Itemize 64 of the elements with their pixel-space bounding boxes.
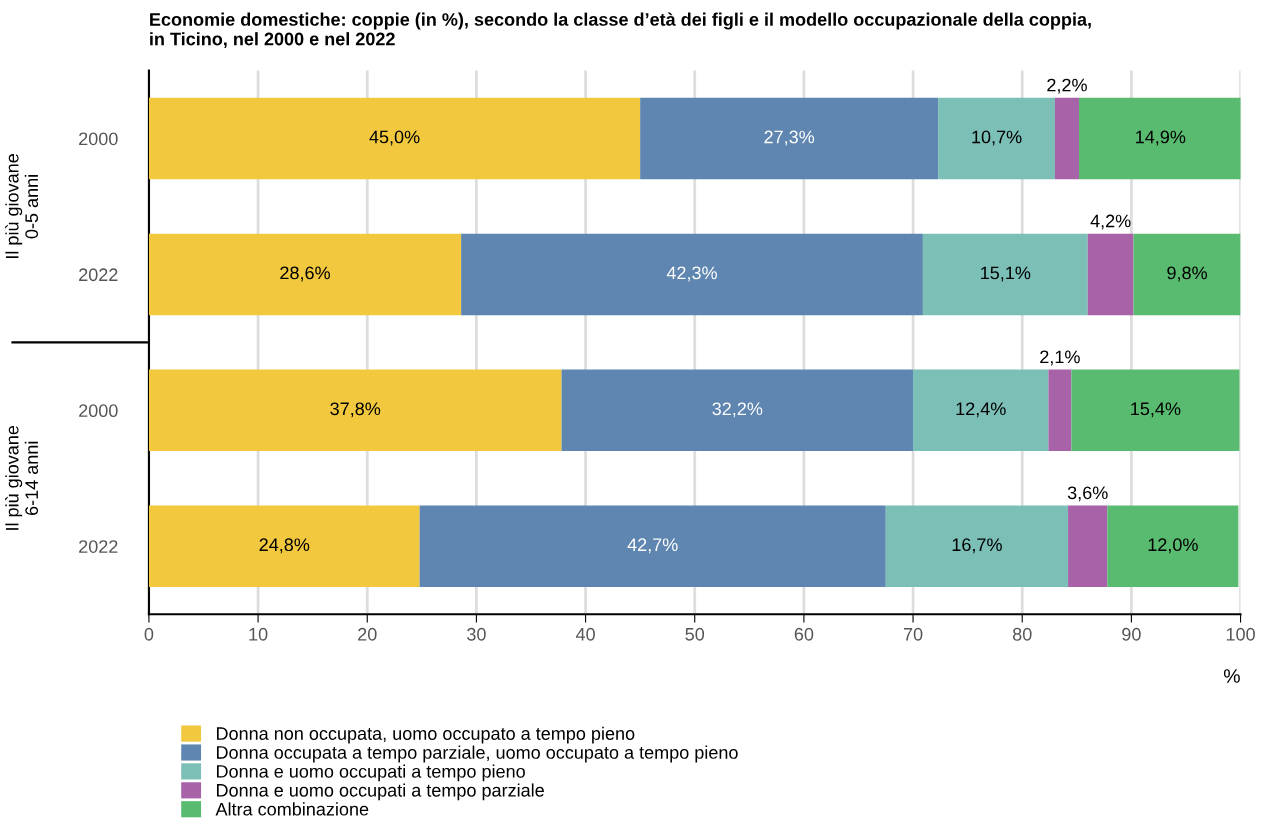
- data-label: 42,3%: [666, 266, 717, 282]
- x-tick-label: 90: [1122, 627, 1141, 641]
- data-label: 12,0%: [1148, 538, 1198, 554]
- text: Il più giovane 6-14 anni: [5, 425, 39, 530]
- bar: [561, 369, 914, 452]
- bar: [148, 505, 420, 588]
- x-tick-label: 30: [467, 627, 486, 641]
- x-tick-label: 50: [685, 627, 705, 641]
- data-label: 42,7%: [627, 538, 678, 554]
- x-tick-label: 40: [575, 627, 595, 641]
- x-tick-label: 10: [249, 627, 268, 641]
- bar: [148, 233, 462, 316]
- bar: [922, 233, 1088, 316]
- data-label: 15,4%: [1131, 402, 1181, 418]
- legend-label: Altra combinazione: [215, 802, 369, 816]
- data-label: 14,9%: [1136, 130, 1186, 146]
- data-label: 4,2%: [1090, 214, 1131, 230]
- x-tick-label: 70: [903, 627, 923, 641]
- data-label: 27,3%: [764, 130, 815, 146]
- bar: [1107, 505, 1239, 588]
- bar: [1078, 97, 1241, 180]
- bar: [885, 505, 1069, 588]
- bar: [938, 97, 1055, 180]
- data-label: 37,8%: [330, 402, 381, 418]
- data-label: 12,4%: [956, 402, 1006, 418]
- legend-label: Donna occupata a tempo parziale, uomo occupato a tempo pieno: [216, 745, 738, 763]
- y-tick-label: 2000: [79, 404, 118, 418]
- legend-label: Donna non occupata, uomo occupato a tempo pieno: [216, 726, 635, 744]
- chart-title: Economie domestiche: coppie (in %), secondo la classe d’età dei figli e il modello occupazionale della coppia, in Ticino, nel 2000 e nel 2022: [150, 12, 1091, 49]
- bar: [640, 97, 939, 180]
- bar: [1048, 369, 1072, 452]
- data-label: 15,1%: [981, 266, 1031, 282]
- bar: [1068, 505, 1108, 588]
- data-label: 28,6%: [280, 266, 330, 282]
- data-label: 2,1%: [1040, 350, 1080, 366]
- bar: [1054, 97, 1079, 180]
- x-axis-title: %: [1223, 669, 1240, 683]
- bar: [148, 369, 562, 452]
- bar: [148, 97, 641, 180]
- bar: [913, 369, 1049, 452]
- data-label: 45,0%: [369, 130, 420, 146]
- x-tick-label: 20: [358, 627, 377, 641]
- text: Il più giovane 0-5 anni: [5, 154, 39, 258]
- x-tick-label: 80: [1012, 627, 1032, 641]
- data-label: 24,8%: [259, 538, 310, 554]
- bar: [1087, 233, 1134, 316]
- x-tick-label: 60: [794, 627, 814, 641]
- data-label: 9,8%: [1167, 266, 1207, 282]
- data-label: 2,2%: [1047, 78, 1087, 94]
- bar: [461, 233, 923, 316]
- bar: [419, 505, 886, 588]
- data-label: 32,2%: [712, 402, 763, 418]
- bar: [1133, 233, 1241, 316]
- y-tick-label: 2022: [79, 268, 118, 282]
- legend-label: Donna e uomo occupati a tempo pieno: [216, 764, 525, 782]
- data-label: 16,7%: [952, 538, 1002, 554]
- y-tick-label: 2022: [79, 540, 118, 553]
- data-label: 10,7%: [972, 130, 1022, 146]
- data-label: 3,6%: [1067, 486, 1108, 502]
- x-tick-label: 100: [1226, 627, 1255, 641]
- y-tick-label: 2000: [79, 132, 118, 146]
- x-tick-label: 0: [144, 627, 154, 641]
- legend-label: Donna e uomo occupati a tempo parziale: [216, 783, 544, 801]
- bar: [1071, 369, 1240, 452]
